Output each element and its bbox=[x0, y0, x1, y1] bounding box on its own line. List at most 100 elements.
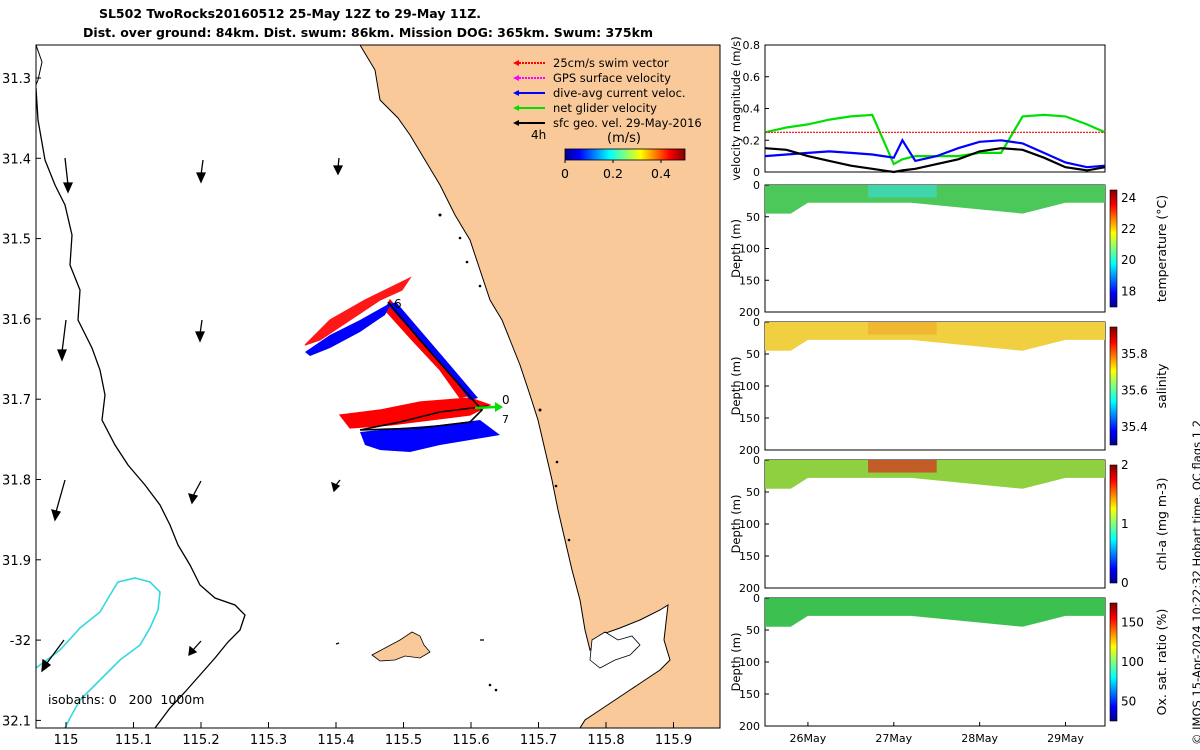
depth-ylabel: Depth (m) bbox=[729, 357, 743, 416]
colorbar-label: temperature (°C) bbox=[1154, 195, 1169, 302]
y-tick-label: 31.4 bbox=[2, 152, 31, 167]
shelf-contour bbox=[36, 45, 43, 86]
depth-tick-label: 100 bbox=[739, 656, 760, 669]
map-colorbar bbox=[564, 148, 686, 161]
map-colorbar-ticks: 0 0.2 0.4 bbox=[561, 160, 671, 181]
colorbar-tick-label: 35.4 bbox=[1121, 420, 1148, 434]
depth-tick-label: 50 bbox=[746, 348, 760, 361]
depth-tick-label: 50 bbox=[746, 211, 760, 224]
section-panel: 0 50 100 150 200 Depth (m) 18 20 22 24 temperature… bbox=[729, 179, 1169, 319]
net-arrow-head bbox=[495, 402, 503, 412]
coastline-land bbox=[359, 45, 720, 728]
colorbar-label: Ox. sat. ratio (%) bbox=[1154, 609, 1169, 716]
credit-text: © IMOS 15-Apr-2024 10:22:32 Hobart time.… bbox=[1190, 420, 1200, 745]
map-x-ticks: 115 115.1 115.2 115.3 115.4 115.5 115.6 115.7 11… bbox=[54, 722, 692, 748]
time-tick-label: 28May bbox=[961, 732, 998, 745]
vel-series-line bbox=[764, 147, 1106, 174]
colorbar-tick-label: 20 bbox=[1121, 253, 1136, 267]
depth-tick-label: 100 bbox=[739, 243, 760, 256]
map-frame bbox=[35, 44, 721, 729]
section-feature bbox=[868, 460, 937, 473]
section-panel: 0 50 100 150 200 Depth (m) 0 1 2 chl-a (mg m-3) bbox=[729, 454, 1169, 595]
depth-tick-label: 50 bbox=[746, 624, 760, 637]
time-label: 4h bbox=[531, 128, 546, 142]
section-feature bbox=[868, 598, 937, 611]
colorbar-tick-label: 150 bbox=[1121, 616, 1144, 630]
sfc-geo-arrows bbox=[41, 157, 484, 673]
depth-tick-label: 100 bbox=[739, 380, 760, 393]
section-feature bbox=[868, 185, 937, 198]
colorbar-label: salinity bbox=[1154, 363, 1169, 408]
section-panel: 0 50 100 150 200 Depth (m) 35.4 35.6 35.8 salinit… bbox=[729, 316, 1169, 457]
colorbar-tick-label: 0.2 bbox=[603, 166, 623, 181]
time-tick-label: 26May bbox=[790, 732, 827, 745]
depth-tick-label: 50 bbox=[746, 486, 760, 499]
colorbar-tick-label: 100 bbox=[1121, 655, 1144, 669]
chart-title-line2: Dist. over ground: 84km. Dist. swum: 86k… bbox=[83, 25, 653, 40]
depth-tick-label: 200 bbox=[739, 720, 760, 733]
island bbox=[371, 631, 431, 662]
legend-label: GPS surface velocity bbox=[553, 71, 671, 85]
estuary bbox=[589, 631, 641, 669]
x-tick-label: 115.7 bbox=[520, 733, 557, 748]
vel-ylabel: velocity magnitude (m/s) bbox=[729, 36, 743, 181]
section-colorbar bbox=[1109, 189, 1118, 308]
legend-label: sfc geo. vel. 29-May-2016 bbox=[553, 116, 702, 130]
vel-y-tick-label: 0.8 bbox=[743, 39, 761, 52]
legend-arrow bbox=[513, 60, 519, 66]
depth-tick-label: 0 bbox=[753, 454, 760, 467]
depth-ylabel: Depth (m) bbox=[729, 495, 743, 554]
colorbar-tick-label: 22 bbox=[1121, 222, 1136, 236]
vel-series-line bbox=[764, 138, 1106, 169]
y-tick-label: -32 bbox=[10, 634, 31, 649]
map-y-ticks: 31.3 31.4 31.5 31.6 31.7 31.8 31.9 -32 32.1 bbox=[2, 72, 41, 729]
velocity-axes bbox=[764, 44, 1106, 173]
x-tick-label: 115.9 bbox=[655, 733, 692, 748]
y-tick-label: 31.5 bbox=[2, 233, 31, 248]
glider-track bbox=[359, 301, 489, 431]
depth-ylabel: Depth (m) bbox=[729, 633, 743, 692]
y-tick-label: 31.3 bbox=[2, 72, 31, 87]
y-tick-label: 31.9 bbox=[2, 554, 31, 569]
depth-tick-label: 150 bbox=[739, 550, 760, 563]
time-tick-label: 27May bbox=[875, 732, 912, 745]
vel-y-tick-label: 0 bbox=[753, 166, 760, 179]
depth-tick-label: 0 bbox=[753, 592, 760, 605]
glider-track-map: 6 0 7 bbox=[2, 44, 721, 748]
x-tick-label: 115.3 bbox=[250, 733, 287, 748]
depth-tick-label: 150 bbox=[739, 412, 760, 425]
section-data bbox=[765, 185, 1105, 214]
section-data bbox=[765, 598, 1105, 627]
colorbar-tick-label: 0.4 bbox=[651, 166, 671, 181]
isobath-1000m bbox=[36, 87, 246, 728]
day-label-7: 7 bbox=[502, 413, 509, 426]
islets bbox=[438, 213, 571, 692]
chart-title-line1: SL502 TwoRocks20160512 25-May 12Z to 29-… bbox=[98, 6, 482, 21]
depth-tick-label: 0 bbox=[753, 179, 760, 192]
y-tick-label: 31.8 bbox=[2, 474, 31, 489]
depth-tick-label: 200 bbox=[739, 582, 760, 595]
colorbar-tick-label: 35.8 bbox=[1121, 347, 1148, 361]
x-tick-label: 115.5 bbox=[385, 733, 422, 748]
isobaths-label: isobaths: 0 200 1000m bbox=[48, 692, 204, 707]
legend-arrow bbox=[513, 90, 519, 96]
legend-arrow bbox=[513, 75, 519, 81]
depth-tick-label: 0 bbox=[753, 316, 760, 329]
section-colorbar bbox=[1109, 464, 1118, 584]
depth-tick-label: 150 bbox=[739, 274, 760, 287]
x-tick-label: 115 bbox=[54, 733, 79, 748]
section-colorbar bbox=[1109, 326, 1118, 446]
colorbar-tick-label: 35.6 bbox=[1121, 384, 1148, 398]
legend-arrow bbox=[513, 105, 519, 111]
vel-y-tick-label: 0.4 bbox=[743, 103, 761, 116]
y-tick-label: 32.1 bbox=[2, 714, 31, 729]
depth-tick-label: 200 bbox=[739, 444, 760, 457]
time-axis: 26May 27May 28May 29May bbox=[790, 722, 1084, 745]
vel-y-tick-label: 0.6 bbox=[743, 71, 761, 84]
x-tick-label: 115.6 bbox=[452, 733, 489, 748]
depth-ylabel: Depth (m) bbox=[729, 219, 743, 278]
